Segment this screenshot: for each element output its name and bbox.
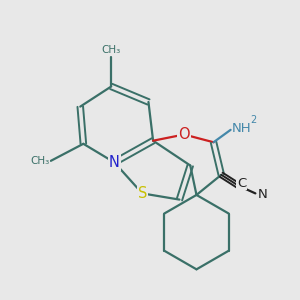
Text: NH: NH bbox=[232, 122, 252, 135]
Text: S: S bbox=[138, 186, 147, 201]
Text: N: N bbox=[109, 155, 120, 170]
Text: O: O bbox=[178, 127, 190, 142]
Text: CH₃: CH₃ bbox=[30, 156, 49, 166]
Text: C: C bbox=[237, 177, 246, 190]
Text: N: N bbox=[258, 188, 268, 201]
Text: 2: 2 bbox=[251, 115, 257, 125]
Text: CH₃: CH₃ bbox=[102, 46, 121, 56]
